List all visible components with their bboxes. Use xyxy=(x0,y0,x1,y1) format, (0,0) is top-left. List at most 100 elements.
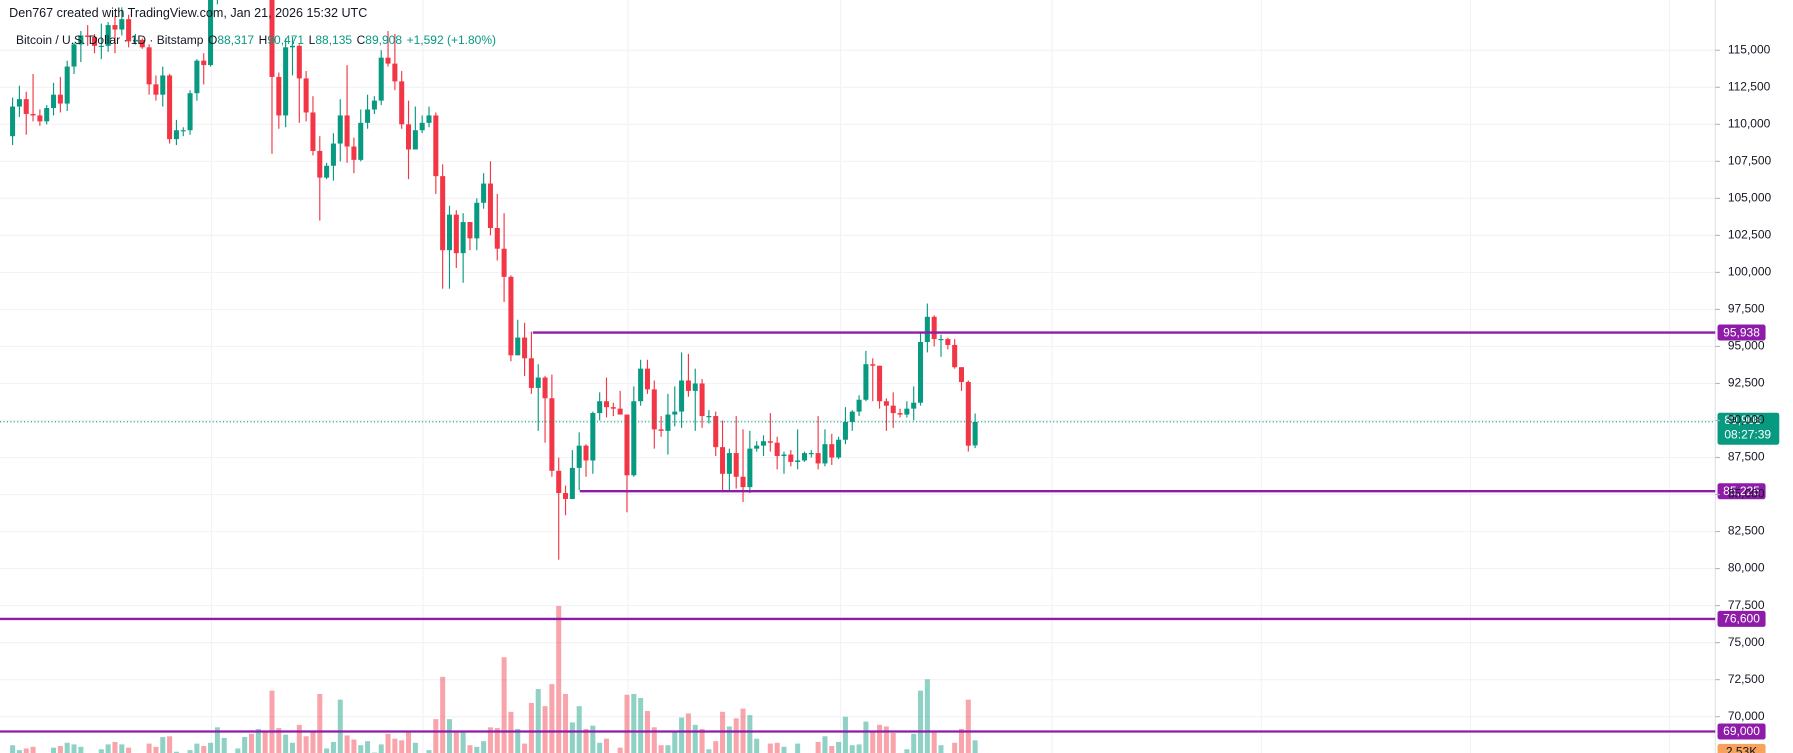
volume-bar xyxy=(173,751,179,753)
candle-body xyxy=(924,316,930,343)
candle-body xyxy=(972,421,978,446)
volume-bar xyxy=(883,726,889,753)
volume-bar xyxy=(467,745,473,753)
volume-bar xyxy=(119,744,125,753)
candle-body xyxy=(337,115,343,144)
volume-bar xyxy=(549,684,555,753)
candle-body xyxy=(931,316,937,340)
candle-body xyxy=(836,439,842,458)
legend-key: L xyxy=(309,33,316,47)
volume-bar xyxy=(815,741,821,753)
candle-body xyxy=(870,364,876,366)
candle-body xyxy=(644,368,650,390)
volume-bar xyxy=(296,724,302,753)
candle-body xyxy=(692,383,698,391)
y-tick-label: 90,000 xyxy=(1728,413,1765,427)
candle-body xyxy=(112,25,118,30)
volume-ma-label: 2.53K xyxy=(1726,745,1757,753)
volume-bar xyxy=(713,741,719,753)
volume-bar xyxy=(187,750,193,753)
candle-body xyxy=(487,183,493,228)
y-tick-label: 75,000 xyxy=(1728,635,1765,649)
candle-body xyxy=(269,0,275,77)
y-tick-label: 77,500 xyxy=(1728,598,1765,612)
volume-bar xyxy=(583,728,589,753)
volume-bar xyxy=(863,721,869,753)
candle-body xyxy=(426,115,432,123)
candle-body xyxy=(720,447,726,474)
volume-bar xyxy=(433,719,439,753)
candle-body xyxy=(303,78,309,113)
candle-body xyxy=(904,408,910,415)
legend-key: C xyxy=(357,33,366,47)
volume-bar xyxy=(733,718,739,753)
y-tick-label: 95,000 xyxy=(1728,339,1765,353)
volume-bar xyxy=(221,737,227,753)
candle-body xyxy=(563,493,569,499)
level-label: 95,938 xyxy=(1723,325,1760,339)
volume-bar xyxy=(208,742,214,753)
candle-body xyxy=(289,45,295,48)
candle-body xyxy=(945,339,951,345)
volume-bar xyxy=(877,724,883,753)
candle-body xyxy=(706,416,712,418)
candle-body xyxy=(699,383,705,417)
candle-body xyxy=(467,222,473,239)
volume-bar xyxy=(378,744,384,753)
level-label: 76,600 xyxy=(1723,612,1760,626)
volume-bar xyxy=(112,741,118,753)
volume-bar xyxy=(71,744,77,753)
candle-body xyxy=(556,470,562,494)
y-tick-label: 82,500 xyxy=(1728,524,1765,538)
volume-bar xyxy=(10,745,16,753)
candle-body xyxy=(453,214,459,254)
y-tick-label: 110,000 xyxy=(1728,116,1771,130)
volume-bar xyxy=(269,690,275,753)
candle-body xyxy=(317,150,323,178)
candle-body xyxy=(665,414,671,431)
volume-bar xyxy=(931,731,937,753)
volume-bar xyxy=(248,733,255,753)
candle-body xyxy=(91,36,98,46)
volume-bar xyxy=(576,706,582,753)
candle-body xyxy=(515,337,521,356)
candle-body xyxy=(808,453,814,455)
price-axis: 70,000 72,500 75,000 77,500 80,000 82,500 85,0… xyxy=(1715,42,1772,723)
volume-bar xyxy=(310,730,316,753)
candle-body xyxy=(78,35,84,45)
legend-value: 90,471 xyxy=(267,33,304,47)
volume-bar xyxy=(283,734,289,753)
candle-body xyxy=(344,115,350,147)
volume-bar xyxy=(23,748,29,753)
volume-bar xyxy=(904,749,910,753)
volume-bar xyxy=(501,657,507,753)
candle-body xyxy=(283,47,289,116)
volume-bar xyxy=(385,733,391,753)
volume-bar xyxy=(952,742,958,753)
candle-body xyxy=(631,401,637,476)
candle-body xyxy=(501,248,507,277)
volume-bar xyxy=(672,730,678,753)
candle-body xyxy=(638,368,644,402)
volume-bar xyxy=(938,745,944,753)
candle-body xyxy=(23,99,29,114)
volume-bar xyxy=(262,731,268,753)
candle-body xyxy=(849,411,855,422)
volume-bar xyxy=(105,744,111,753)
candle-body xyxy=(30,113,36,116)
candle-body xyxy=(542,377,548,399)
candle-body xyxy=(146,47,152,85)
volume-bar xyxy=(856,744,862,753)
candle-body xyxy=(774,442,780,457)
volume-bar xyxy=(829,746,835,753)
legend-value: 89,908 xyxy=(365,33,402,47)
volume-bar xyxy=(556,605,562,753)
volume-bar xyxy=(392,738,398,753)
candle-body xyxy=(167,75,173,140)
volume-bar xyxy=(774,742,780,753)
candle-body xyxy=(672,411,678,415)
candle-body xyxy=(795,460,801,462)
volume-bar xyxy=(624,694,630,753)
candle-body xyxy=(324,165,330,178)
